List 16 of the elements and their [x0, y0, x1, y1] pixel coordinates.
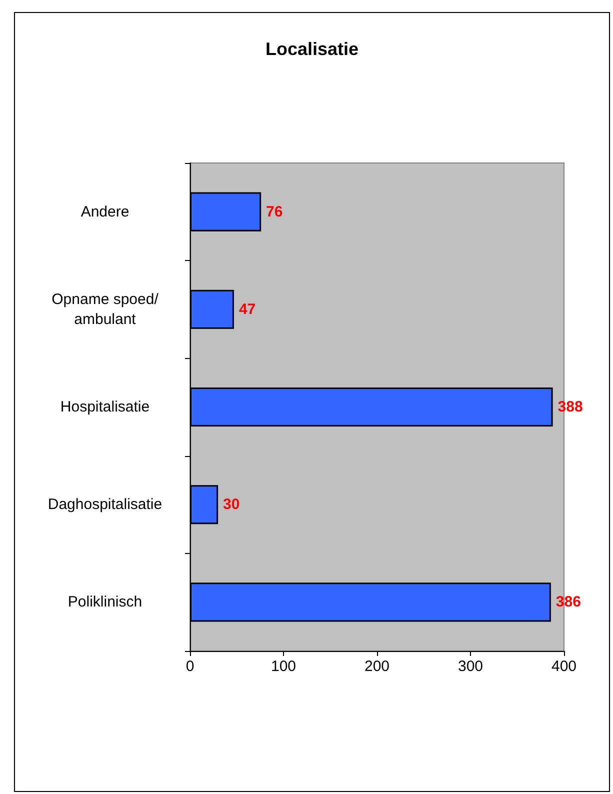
data-label: 388: [558, 398, 583, 416]
chart-title: Localisatie: [265, 39, 359, 59]
y-tick-label: Poliklinisch: [68, 594, 142, 611]
data-label: 47: [238, 300, 256, 318]
y-tick-label: Andere: [80, 203, 130, 220]
x-tick-label: 0: [186, 658, 194, 675]
y-tick-label: Opname spoed/ambulant: [52, 290, 160, 328]
data-label: 386: [556, 594, 581, 611]
x-tick-label: 300: [458, 658, 484, 675]
data-label: 76: [266, 203, 283, 220]
x-tick-label: 200: [364, 658, 390, 675]
y-tick-label: Hospitalisatie: [60, 398, 150, 416]
x-tick-label: 100: [270, 658, 296, 675]
x-tick-label: 400: [551, 658, 577, 675]
y-tick-label: Daghospitalisatie: [48, 496, 162, 514]
data-label: 30: [223, 496, 240, 514]
